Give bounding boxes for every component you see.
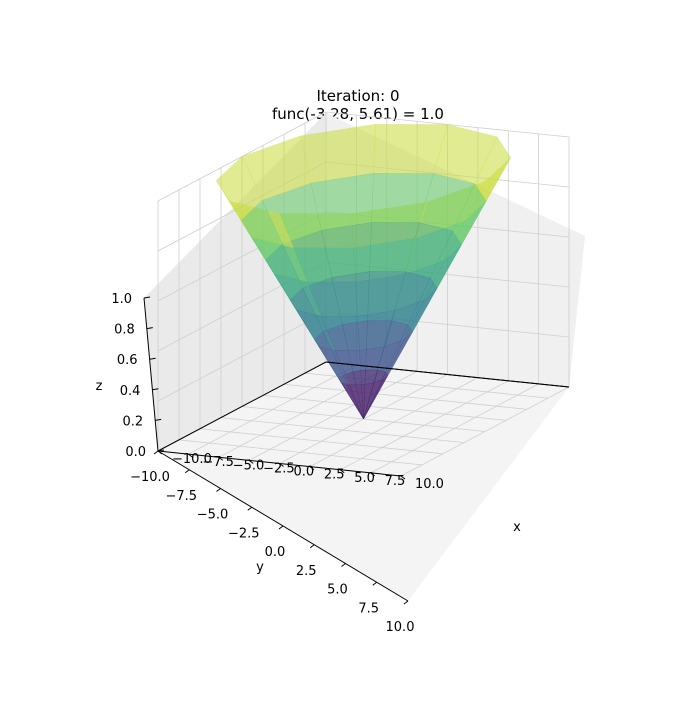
surface-facet bbox=[407, 277, 438, 333]
z-tick-mark bbox=[155, 418, 162, 421]
y-tick-label: 10.0 bbox=[386, 620, 415, 635]
z-tick-label: 0.8 bbox=[114, 323, 135, 338]
surface-facet bbox=[429, 230, 462, 289]
x-tick-label: −5.0 bbox=[233, 458, 265, 473]
z-tick-label: 0.0 bbox=[125, 445, 146, 460]
z-tick-mark bbox=[149, 357, 156, 360]
y-tick-label: −2.5 bbox=[228, 526, 260, 541]
y-tick-label: 0.0 bbox=[265, 545, 286, 560]
y-tick-mark bbox=[247, 506, 253, 511]
y-tick-mark bbox=[341, 563, 346, 567]
surface-facet bbox=[310, 173, 374, 231]
x-tick-mark bbox=[248, 459, 254, 464]
y-tick-mark bbox=[184, 469, 190, 474]
surface-facet bbox=[373, 123, 448, 174]
z-tick-label: 1.0 bbox=[111, 292, 132, 307]
surface-facet bbox=[363, 375, 389, 420]
x-tick-label: −7.5 bbox=[202, 455, 234, 470]
z-tick-mark bbox=[146, 327, 153, 330]
x-tick-mark bbox=[309, 466, 315, 471]
x-tick-label: 5.0 bbox=[354, 471, 375, 486]
z-axis-line bbox=[143, 297, 159, 452]
x-tick-label: −2.5 bbox=[263, 461, 295, 476]
y-axis-label: y bbox=[256, 560, 264, 575]
x-tick-mark bbox=[188, 453, 193, 458]
surface-facet bbox=[452, 183, 487, 246]
surface bbox=[215, 123, 511, 420]
x-axis-label: x bbox=[513, 520, 521, 535]
z-tick-label: 0.4 bbox=[120, 384, 141, 399]
z-tick-mark bbox=[152, 388, 159, 391]
z-axis-label: z bbox=[96, 379, 103, 394]
grid-line-z bbox=[157, 111, 570, 202]
y-tick-label: −5.0 bbox=[197, 508, 229, 523]
y-tick-label: −10.0 bbox=[130, 470, 170, 485]
z-tick-mark bbox=[157, 449, 165, 452]
y-axis-helper bbox=[325, 361, 570, 388]
y-tick-mark bbox=[216, 488, 221, 492]
y-tick-label: 7.5 bbox=[358, 601, 379, 616]
z-tick-mark bbox=[143, 296, 151, 299]
x-tick-label: 2.5 bbox=[324, 468, 345, 483]
z-tick-label: 0.2 bbox=[123, 414, 144, 429]
x-tick-mark bbox=[279, 463, 284, 467]
y-axis-line-back bbox=[157, 361, 327, 452]
x-tick-mark bbox=[400, 475, 406, 480]
y-tick-mark bbox=[403, 600, 409, 605]
y-tick-mark bbox=[372, 581, 378, 586]
surface-facet bbox=[215, 156, 263, 221]
x-tick-mark bbox=[370, 472, 375, 477]
y-tick-mark bbox=[278, 525, 284, 530]
x-tick-label: −10.0 bbox=[172, 452, 212, 467]
x-tick-label: 0.0 bbox=[294, 465, 315, 480]
y-tick-label: −7.5 bbox=[165, 489, 197, 504]
axes: −10.0−7.5−5.0−2.50.0 2.5 5.0 7.5 10.0−10.0−7… bbox=[111, 292, 570, 635]
y-tick-mark bbox=[309, 544, 315, 549]
x-tick-label: 10.0 bbox=[415, 477, 444, 492]
y-tick-mark bbox=[153, 450, 159, 455]
z-tick-label: 0.6 bbox=[117, 353, 138, 368]
y-tick-label: 5.0 bbox=[327, 583, 348, 598]
x-tick-mark bbox=[218, 456, 224, 461]
chart-title-line1: Iteration: 0 bbox=[317, 87, 400, 105]
chart-title-line2: func(-3.28, 5.61) = 1.0 bbox=[272, 105, 444, 123]
x-tick-label: 7.5 bbox=[385, 474, 406, 489]
y-tick-label: 2.5 bbox=[296, 564, 317, 579]
x-tick-mark bbox=[339, 469, 345, 474]
